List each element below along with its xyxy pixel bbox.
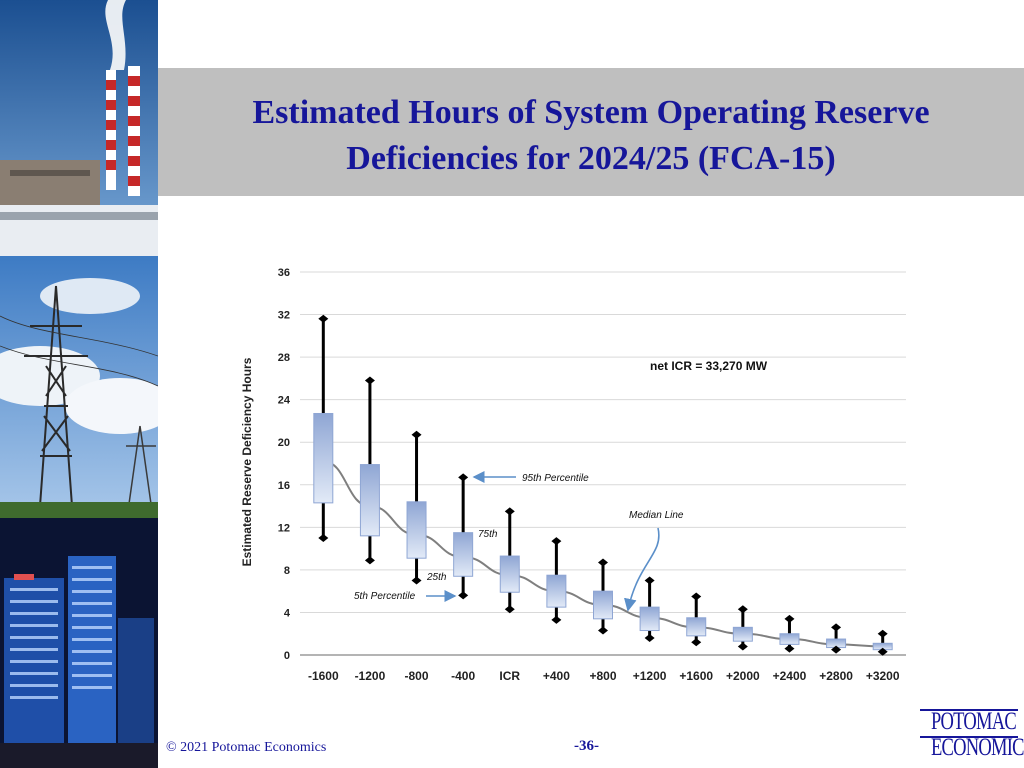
- iqr-box: [453, 532, 474, 577]
- x-tick-label: +2800: [819, 669, 853, 682]
- x-tick-label: +2000: [726, 669, 760, 682]
- box-+400: [546, 537, 567, 624]
- box--1200: [359, 376, 380, 565]
- iqr-box: [546, 574, 567, 608]
- box-+2400: [779, 614, 800, 653]
- title-band: [158, 68, 1024, 196]
- y-tick-label: 16: [278, 480, 290, 492]
- p95-marker: [364, 376, 375, 385]
- p95-marker: [784, 614, 795, 623]
- box-+2000: [732, 605, 753, 651]
- box-+3200: [872, 629, 893, 656]
- p5-marker: [691, 638, 702, 647]
- box--800: [406, 430, 427, 585]
- x-tick-label: +800: [589, 669, 616, 682]
- iqr-box: [499, 555, 520, 593]
- city-night-image: [0, 518, 158, 768]
- p5-marker: [504, 605, 515, 614]
- copyright-text: © 2021 Potomac Economics: [166, 740, 327, 755]
- slide-title: Estimated Hours of System Operating Rese…: [158, 90, 1024, 182]
- p5-marker: [831, 645, 842, 654]
- logo-rule-top: [920, 709, 1018, 711]
- p95-marker: [691, 592, 702, 601]
- iqr-box: [779, 633, 800, 645]
- p5-marker: [737, 642, 748, 651]
- p95-marker: [877, 629, 888, 638]
- x-tick-label: +400: [543, 669, 570, 682]
- y-tick-label: 4: [284, 607, 291, 619]
- box--400: [453, 473, 474, 600]
- decorative-photo-strip: [0, 0, 158, 768]
- box-+1600: [686, 592, 707, 647]
- x-tick-label: ICR: [499, 669, 520, 682]
- p75-annotation: 75th: [478, 529, 498, 540]
- p95-marker: [411, 430, 422, 439]
- page-number: -36-: [574, 738, 599, 754]
- p5-marker: [598, 626, 608, 635]
- p95-marker: [504, 507, 515, 516]
- p5-annotation: 5th Percentile: [354, 591, 416, 602]
- p5-marker: [411, 576, 422, 585]
- logo-line2: ECONOMICS: [931, 734, 1024, 761]
- y-tick-label: 28: [278, 352, 290, 364]
- p5-marker: [877, 647, 888, 656]
- x-tick-label: -400: [451, 669, 475, 682]
- y-tick-label: 24: [278, 395, 291, 407]
- slide-title-line2: Deficiencies for 2024/25 (FCA-15): [346, 140, 836, 177]
- median-annotation: Median Line: [629, 510, 684, 521]
- p95-marker: [318, 314, 329, 323]
- p95-marker: [831, 623, 842, 632]
- potomac-economics-logo: POTOMAC ECONOMICS: [912, 706, 1024, 768]
- y-tick-label: 8: [284, 565, 290, 577]
- x-tick-label: -800: [405, 669, 429, 682]
- logo-line1: POTOMAC: [931, 708, 1017, 735]
- power-lines-image: [0, 256, 158, 518]
- x-tick-label: +1200: [633, 669, 667, 682]
- x-tick-label: +2400: [773, 669, 807, 682]
- slide-title-line1: Estimated Hours of System Operating Rese…: [252, 94, 930, 131]
- box-ICR: [499, 507, 520, 614]
- y-tick-label: 0: [284, 650, 290, 662]
- logo-rule-middle: [920, 736, 1018, 738]
- iqr-box: [593, 590, 613, 620]
- p95-marker: [737, 605, 748, 614]
- iqr-box: [639, 606, 660, 632]
- p5-marker: [458, 591, 469, 600]
- reserve-deficiency-boxplot: 0 4 8 12 16 20 24 28 32 36 -1600 -1200 -800 -400 ICR +…: [240, 267, 906, 682]
- iqr-box: [359, 464, 380, 537]
- y-tick-label: 36: [278, 267, 290, 279]
- y-axis-title: Estimated Reserve Deficiency Hours: [240, 357, 254, 566]
- y-tick-label: 12: [278, 522, 290, 534]
- net-icr-annotation: net ICR = 33,270 MW: [650, 359, 768, 373]
- p5-marker: [364, 556, 375, 565]
- iqr-box: [732, 626, 753, 642]
- p25-annotation: 25th: [426, 572, 447, 583]
- p95-marker: [644, 576, 655, 585]
- p95-marker: [598, 558, 608, 567]
- power-plant-image: [0, 0, 158, 256]
- y-tick-label: 20: [278, 437, 290, 449]
- median-arrow: [624, 527, 660, 612]
- box-+800: [593, 558, 613, 635]
- x-tick-label: +1600: [679, 669, 713, 682]
- x-tick-label: -1600: [308, 669, 339, 682]
- x-tick-label: +3200: [866, 669, 900, 682]
- box--1600: [313, 314, 334, 542]
- iqr-box: [313, 412, 334, 504]
- x-tick-label: -1200: [355, 669, 386, 682]
- p95-annotation: 95th Percentile: [522, 473, 589, 484]
- p5-marker: [318, 533, 329, 542]
- iqr-box: [686, 617, 707, 637]
- p5-marker: [551, 615, 562, 624]
- box-+2800: [826, 623, 847, 654]
- p5-marker: [784, 644, 795, 653]
- p95-marker: [458, 473, 469, 482]
- y-tick-label: 32: [278, 310, 290, 322]
- iqr-box: [406, 501, 427, 559]
- box-+1200: [639, 576, 660, 642]
- p95-marker: [551, 537, 562, 546]
- p5-marker: [644, 633, 655, 642]
